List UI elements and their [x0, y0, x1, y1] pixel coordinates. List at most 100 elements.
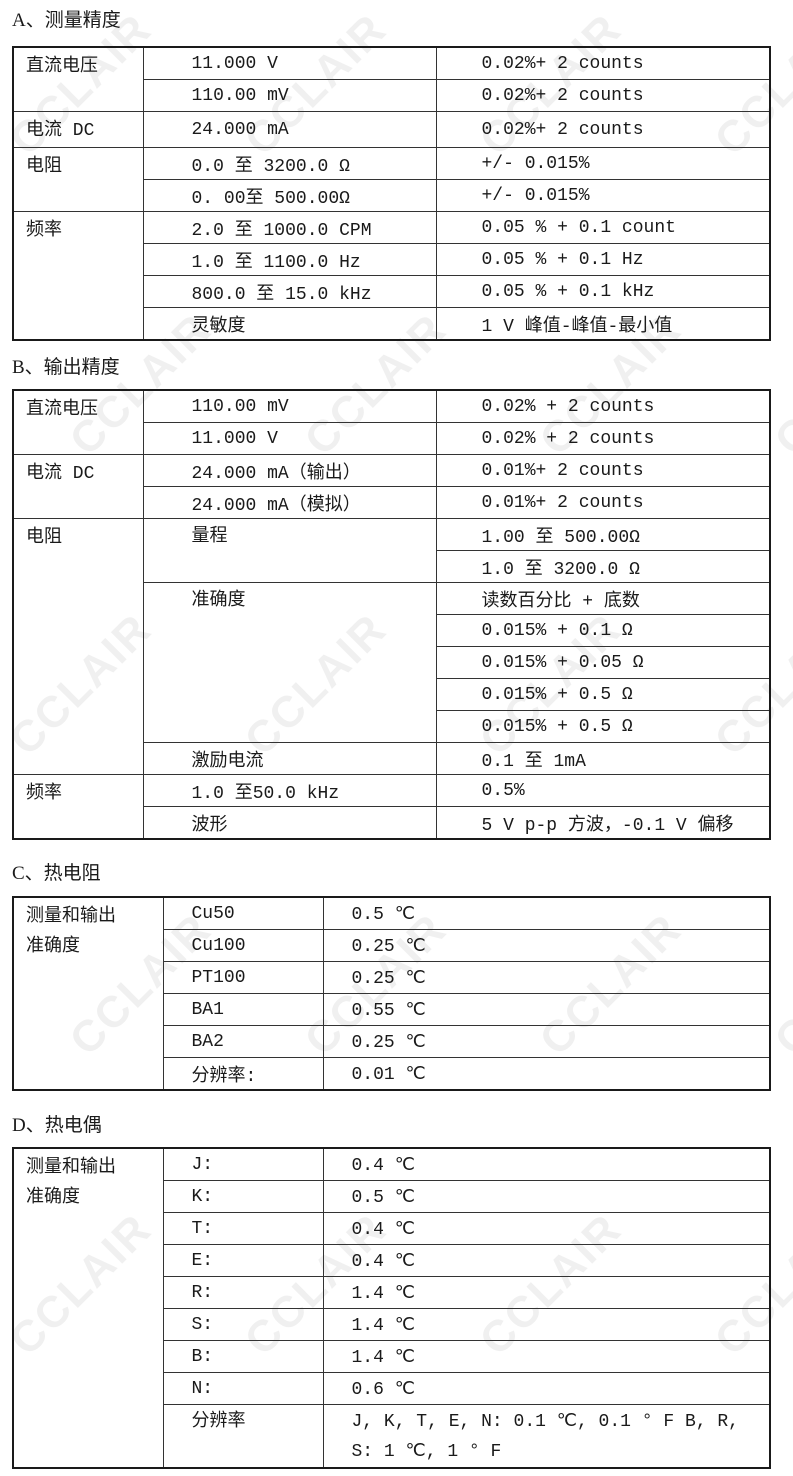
value-cell: 0.015% + 0.5 Ω: [435, 678, 771, 711]
group-label: 电阻: [12, 518, 144, 775]
spec-cell: 2.0 至 1000.0 CPM: [142, 211, 437, 244]
section-heading: D、热电偶: [12, 1115, 102, 1136]
table-row: 灵敏度 1 V 峰值-峰值-最小值: [13, 307, 771, 341]
table-row: 频率 1.0 至50.0 kHz 0.5%: [12, 774, 771, 840]
group-label: 频率: [12, 211, 144, 341]
table-row: 直流电压 110.00 mV 0.02% + 2 counts: [12, 389, 771, 455]
table-row: 分辨率: 0.01 ℃: [13, 1057, 771, 1091]
spec-cell: 0. 00至 500.00Ω: [142, 179, 437, 212]
table-row: 波形 5 V p-p 方波，-0.1 V 偏移: [13, 806, 771, 840]
accuracy-cell: 5 V p-p 方波，-0.1 V 偏移: [435, 806, 771, 840]
spec-cell: Cu50: [162, 896, 324, 930]
accuracy-cell: 0.6 ℃: [322, 1372, 771, 1405]
table-row: 电阻 0.0 至 3200.0 Ω +/- 0.015%: [12, 147, 771, 212]
table-row: 电阻 量程 1.00 至 500.00Ω: [12, 518, 771, 775]
group-label: 测量和输出 准确度: [12, 1147, 164, 1469]
accuracy-cell: 0.05 % + 0.1 kHz: [435, 275, 771, 308]
accuracy-cell: 0.02%+ 2 counts: [435, 46, 771, 80]
spec-table: 直流电压 110.00 mV 0.02% + 2 counts 11.000 V 0.0…: [12, 389, 771, 840]
accuracy-cell: 0.25 ℃: [322, 1025, 771, 1058]
value-cell: 0.1 至 1mA: [435, 742, 771, 775]
accuracy-cell: 0.02% + 2 counts: [435, 422, 771, 455]
accuracy-cell: J, K, T, E, N: 0.1 ℃, 0.1 ° F B, R, S: 1…: [322, 1404, 771, 1469]
accuracy-cell: 1.4 ℃: [322, 1276, 771, 1309]
accuracy-cell: 1 V 峰值-峰值-最小值: [435, 307, 771, 341]
accuracy-cell: 0.4 ℃: [322, 1244, 771, 1277]
spec-cell: 0.0 至 3200.0 Ω: [142, 147, 437, 180]
table-row: 准确度 读数百分比 + 底数: [13, 582, 771, 743]
accuracy-cell: 0.25 ℃: [322, 929, 771, 962]
spec-cell: B:: [162, 1340, 324, 1373]
spec-cell: BA2: [162, 1025, 324, 1058]
accuracy-cell: 0.55 ℃: [322, 993, 771, 1026]
section-heading: A、测量精度: [12, 10, 121, 31]
table-row: BA2 0.25 ℃: [13, 1025, 771, 1058]
spec-cell: Cu100: [162, 929, 324, 962]
spec-table: 测量和输出 准确度 Cu50 0.5 ℃ Cu100 0.25 ℃ PT100 0.25 ℃…: [12, 896, 771, 1091]
spec-cell: 分辨率: [162, 1404, 324, 1469]
spec-cell: 波形: [142, 806, 437, 840]
spec-cell: 24.000 mA（模拟）: [142, 486, 437, 519]
table-row: 频率 2.0 至 1000.0 CPM 0.05 % + 0.1 count: [12, 211, 771, 341]
spec-cell: R:: [162, 1276, 324, 1309]
table-row: N: 0.6 ℃: [13, 1372, 771, 1405]
table-row: 电流 DC 24.000 mA 0.02%+ 2 counts: [12, 111, 771, 148]
spec-cell: 11.000 V: [142, 422, 437, 455]
accuracy-cell: 0.01%+ 2 counts: [435, 454, 771, 487]
sub-label: 激励电流: [142, 742, 437, 775]
spec-cell: N:: [162, 1372, 324, 1405]
table-row: 0.015% + 0.5 Ω: [13, 678, 771, 711]
table-row: 0. 00至 500.00Ω +/- 0.015%: [13, 179, 771, 212]
accuracy-cell: 0.02%+ 2 counts: [435, 111, 771, 148]
accuracy-cell: 1.4 ℃: [322, 1340, 771, 1373]
spec-cell: 11.000 V: [142, 46, 437, 80]
spec-cell: 24.000 mA: [142, 111, 437, 148]
spec-cell: 分辨率:: [162, 1057, 324, 1091]
table-row: 0.015% + 0.05 Ω: [13, 646, 771, 679]
spec-cell: 灵敏度: [142, 307, 437, 341]
value-cell: 1.0 至 3200.0 Ω: [435, 550, 771, 583]
table-row: PT100 0.25 ℃: [13, 961, 771, 994]
accuracy-cell: 0.5 ℃: [322, 896, 771, 930]
accuracy-cell: 0.05 % + 0.1 Hz: [435, 243, 771, 276]
group-label: 频率: [12, 774, 144, 840]
accuracy-cell: 0.25 ℃: [322, 961, 771, 994]
accuracy-cell: +/- 0.015%: [435, 179, 771, 212]
table-row: 测量和输出 准确度 J: 0.4 ℃: [12, 1147, 771, 1469]
spec-cell: K:: [162, 1180, 324, 1213]
spec-cell: BA1: [162, 993, 324, 1026]
section-heading: B、输出精度: [12, 357, 120, 378]
accuracy-cell: 0.4 ℃: [322, 1147, 771, 1181]
value-cell: 0.015% + 0.1 Ω: [435, 614, 771, 647]
spec-table: 测量和输出 准确度 J: 0.4 ℃ K: 0.5 ℃ T: 0.4 ℃ E: 0.4 ℃ R: 1…: [12, 1147, 771, 1469]
spec-cell: 800.0 至 15.0 kHz: [142, 275, 437, 308]
table-row: 激励电流 0.1 至 1mA: [13, 742, 771, 775]
table-row: B: 1.4 ℃: [13, 1340, 771, 1373]
table-row: K: 0.5 ℃: [13, 1180, 771, 1213]
group-label: 直流电压: [12, 46, 144, 112]
table-row: 0.015% + 0.1 Ω: [13, 614, 771, 647]
accuracy-cell: +/- 0.015%: [435, 147, 771, 180]
value-cell: 1.00 至 500.00Ω: [435, 518, 771, 551]
spec-cell: S:: [162, 1308, 324, 1341]
accuracy-cell: 0.5 ℃: [322, 1180, 771, 1213]
value-cell: 0.015% + 0.05 Ω: [435, 646, 771, 679]
table-row: 1.0 至 3200.0 Ω: [13, 550, 771, 583]
value-cell: 读数百分比 + 底数: [435, 582, 771, 615]
group-label: 电阻: [12, 147, 144, 212]
group-label: 测量和输出 准确度: [12, 896, 164, 1091]
table-row: S: 1.4 ℃: [13, 1308, 771, 1341]
table-row: 直流电压 11.000 V 0.02%+ 2 counts: [12, 46, 771, 112]
accuracy-cell: 0.02%+ 2 counts: [435, 79, 771, 112]
table-row: 11.000 V 0.02% + 2 counts: [13, 422, 771, 455]
table-row: T: 0.4 ℃: [13, 1212, 771, 1245]
spec-cell: PT100: [162, 961, 324, 994]
spec-cell: E:: [162, 1244, 324, 1277]
spec-cell: 110.00 mV: [142, 79, 437, 112]
spec-cell: 1.0 至 1100.0 Hz: [142, 243, 437, 276]
section-heading: C、热电阻: [12, 863, 101, 884]
spec-cell: 1.0 至50.0 kHz: [142, 774, 437, 807]
accuracy-cell: 0.5%: [435, 774, 771, 807]
table-row: BA1 0.55 ℃: [13, 993, 771, 1026]
accuracy-cell: 0.4 ℃: [322, 1212, 771, 1245]
